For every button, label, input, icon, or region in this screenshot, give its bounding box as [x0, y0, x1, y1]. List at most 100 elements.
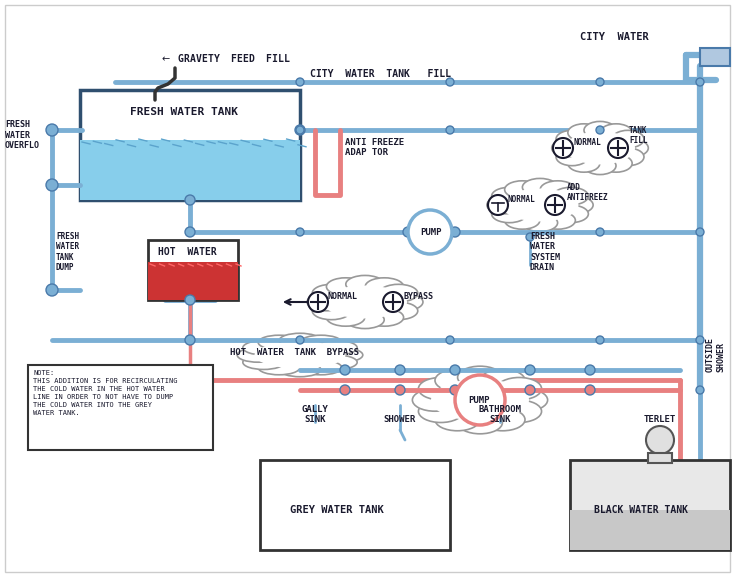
FancyBboxPatch shape [80, 90, 300, 200]
Circle shape [296, 126, 304, 134]
Ellipse shape [540, 181, 576, 198]
Circle shape [696, 386, 704, 394]
Text: ADD
ANTIFREEZ: ADD ANTIFREEZ [567, 182, 609, 202]
Ellipse shape [307, 293, 345, 311]
Ellipse shape [505, 212, 539, 229]
Ellipse shape [501, 189, 578, 222]
Ellipse shape [346, 311, 384, 328]
Ellipse shape [558, 196, 593, 214]
Ellipse shape [365, 278, 403, 295]
Ellipse shape [379, 302, 418, 320]
Ellipse shape [419, 400, 463, 422]
Ellipse shape [568, 155, 600, 172]
Text: FRESH WATER TANK: FRESH WATER TANK [130, 107, 238, 117]
Ellipse shape [435, 369, 480, 392]
Text: OUTSIDE
SHOWER: OUTSIDE SHOWER [706, 337, 726, 372]
Ellipse shape [384, 293, 423, 311]
Circle shape [296, 228, 304, 236]
Ellipse shape [480, 369, 525, 392]
Circle shape [383, 292, 403, 312]
Ellipse shape [497, 377, 542, 400]
Circle shape [450, 227, 460, 237]
Circle shape [395, 365, 405, 375]
Text: FRESH
WATER
TANK
DUMP: FRESH WATER TANK DUMP [56, 232, 79, 272]
Text: NORMAL: NORMAL [508, 195, 536, 204]
Text: FRESH
WATER
SYSTEM
DRAIN: FRESH WATER SYSTEM DRAIN [530, 232, 560, 272]
Ellipse shape [584, 121, 616, 139]
Ellipse shape [487, 196, 522, 214]
Circle shape [295, 125, 305, 135]
Circle shape [46, 124, 58, 136]
Ellipse shape [523, 214, 558, 231]
Circle shape [185, 227, 195, 237]
Ellipse shape [616, 139, 648, 157]
Ellipse shape [323, 286, 407, 319]
Ellipse shape [505, 181, 539, 198]
Ellipse shape [612, 130, 644, 148]
Ellipse shape [552, 139, 584, 157]
Circle shape [696, 228, 704, 236]
Ellipse shape [237, 348, 279, 362]
Circle shape [446, 126, 454, 134]
Ellipse shape [435, 409, 480, 431]
Text: BATHROOM
SINK: BATHROOM SINK [478, 404, 522, 424]
Ellipse shape [243, 340, 284, 355]
Ellipse shape [312, 284, 350, 302]
FancyBboxPatch shape [260, 460, 450, 550]
Circle shape [596, 336, 604, 344]
Ellipse shape [556, 130, 588, 148]
Circle shape [340, 365, 350, 375]
Text: NORMAL: NORMAL [328, 292, 358, 301]
Text: PUMP: PUMP [468, 396, 489, 405]
Ellipse shape [327, 278, 365, 295]
Text: FRESH
WATER
OVERFLO: FRESH WATER OVERFLO [5, 120, 40, 150]
Ellipse shape [419, 377, 463, 400]
Circle shape [403, 227, 413, 237]
Circle shape [296, 336, 304, 344]
Text: GALLY
SINK: GALLY SINK [302, 404, 328, 424]
Circle shape [446, 78, 454, 86]
Ellipse shape [565, 132, 635, 164]
Circle shape [450, 365, 460, 375]
Circle shape [553, 138, 573, 158]
Circle shape [696, 336, 704, 344]
Circle shape [308, 292, 328, 312]
Ellipse shape [553, 188, 588, 205]
Text: ANTI FREEZE
ADAP TOR: ANTI FREEZE ADAP TOR [345, 137, 404, 157]
Circle shape [585, 365, 595, 375]
Ellipse shape [458, 411, 503, 434]
FancyBboxPatch shape [28, 365, 213, 450]
Circle shape [596, 126, 604, 134]
FancyBboxPatch shape [570, 510, 730, 550]
Circle shape [545, 195, 565, 215]
Ellipse shape [365, 309, 403, 326]
Circle shape [525, 385, 535, 395]
Ellipse shape [327, 309, 365, 326]
Ellipse shape [600, 155, 632, 172]
Circle shape [585, 385, 595, 395]
Text: TANK
FILL: TANK FILL [629, 126, 648, 145]
Circle shape [696, 78, 704, 86]
Circle shape [526, 233, 534, 241]
Text: HOT  WATER  TANK  BYPASS: HOT WATER TANK BYPASS [230, 348, 359, 357]
Ellipse shape [316, 340, 357, 355]
Ellipse shape [258, 335, 300, 350]
Text: NORMAL: NORMAL [573, 138, 601, 147]
Circle shape [296, 78, 304, 86]
FancyBboxPatch shape [570, 460, 730, 550]
Ellipse shape [584, 157, 616, 175]
Ellipse shape [503, 389, 548, 411]
Text: PUMP: PUMP [420, 228, 442, 237]
Circle shape [455, 375, 505, 425]
Ellipse shape [492, 188, 527, 205]
Ellipse shape [492, 205, 527, 223]
Ellipse shape [553, 205, 588, 223]
Ellipse shape [600, 124, 632, 141]
Ellipse shape [258, 361, 300, 375]
Circle shape [395, 385, 405, 395]
Circle shape [185, 295, 195, 305]
Circle shape [340, 385, 350, 395]
Ellipse shape [346, 275, 384, 293]
Ellipse shape [379, 284, 418, 302]
Text: CITY  WATER: CITY WATER [580, 32, 648, 42]
